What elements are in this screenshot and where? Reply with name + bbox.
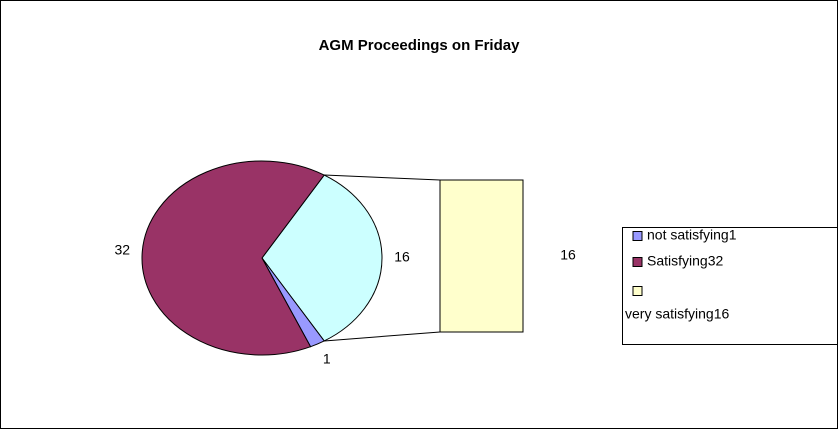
- legend-marker: [632, 257, 643, 267]
- connector-line: [324, 331, 441, 342]
- data-label: 16: [394, 249, 410, 265]
- bar-segment: [439, 179, 524, 333]
- legend-marker: [632, 286, 643, 296]
- chart-title: AGM Proceedings on Friday: [319, 37, 521, 54]
- data-label: 16: [560, 247, 576, 263]
- data-label: 32: [114, 241, 130, 257]
- data-label: 1: [323, 351, 331, 367]
- pie-slice: [141, 160, 325, 356]
- pie-slice: [261, 174, 383, 342]
- legend-label: not satisfying1: [647, 227, 737, 243]
- legend-label: Satisfying32: [647, 253, 723, 269]
- legend-marker: [632, 231, 643, 241]
- legend: [622, 227, 838, 345]
- legend-label: very satisfying16: [625, 306, 729, 322]
- connector-line: [324, 174, 441, 181]
